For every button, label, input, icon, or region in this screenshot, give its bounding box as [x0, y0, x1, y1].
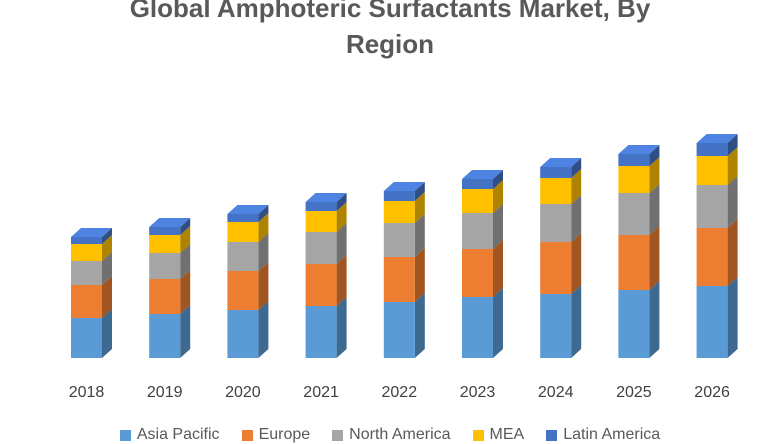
bar-segment-asia-pacific-2025	[618, 281, 660, 358]
bar-segment-latin-america-2018	[71, 228, 112, 244]
bar-segment-latin-america-2025	[618, 145, 660, 166]
bar-segment-europe-2024	[540, 233, 582, 294]
bar-stack-2018	[71, 228, 112, 358]
bar-segment-asia-pacific-2024	[540, 285, 582, 358]
bar-stack-2024	[540, 158, 582, 358]
bar-segment-mea-2018	[71, 235, 112, 261]
bar-segment-mea-2022	[383, 192, 425, 223]
bar-segment-europe-2018	[71, 276, 112, 318]
bar-segment-asia-pacific-2021	[305, 297, 347, 358]
bar-segment-north-america-2025	[618, 184, 660, 235]
bar-segment-mea-2021	[305, 202, 347, 232]
bar-stack-2021	[305, 193, 347, 358]
legend-swatch-north-america	[332, 429, 344, 441]
legend-label-asia-pacific: Asia Pacific	[136, 426, 220, 443]
bar-segment-asia-pacific-2018	[71, 309, 112, 358]
bar-segment-asia-pacific-2022	[383, 293, 425, 358]
bar-segment-asia-pacific-2020	[227, 301, 269, 358]
bar-segment-latin-america-2020	[227, 205, 269, 222]
legend-item-europe: Europe	[241, 426, 311, 444]
bar-segment-asia-pacific-2023	[462, 288, 503, 358]
bar-segment-latin-america-2019	[149, 218, 191, 235]
bar-segment-latin-america-2021	[305, 193, 347, 211]
bar-segment-europe-2022	[383, 248, 425, 302]
bar-segment-mea-2020	[227, 213, 269, 242]
legend-label-latin-america: Latin America	[563, 426, 661, 443]
bar-segment-asia-pacific-2026	[696, 277, 738, 358]
bar-segment-mea-2025	[618, 157, 660, 193]
bar-segment-north-america-2018	[71, 252, 112, 285]
bar-segment-europe-2023	[462, 240, 503, 297]
legend-item-north-america: North America	[332, 426, 451, 444]
legend-item-mea: MEA	[472, 426, 525, 444]
legend-swatch-asia-pacific	[119, 429, 131, 441]
x-tick-label-2025: 2025	[616, 384, 652, 401]
bar-segment-north-america-2022	[383, 214, 425, 257]
x-tick-label-2026: 2026	[694, 384, 730, 401]
bar-stack-2019	[149, 218, 191, 358]
x-tick-label-2021: 2021	[303, 384, 339, 401]
bar-stack-2023	[462, 170, 503, 358]
x-tick-label-2022: 2022	[382, 384, 418, 401]
bar-segment-latin-america-2022	[383, 182, 425, 201]
bar-stack-2026	[696, 134, 738, 358]
x-tick-label-2024: 2024	[538, 384, 574, 401]
chart-title: Global Amphoteric Surfactants Market, By…	[0, 0, 780, 62]
x-tick-label-2018: 2018	[69, 384, 105, 401]
bar-segment-north-america-2024	[540, 195, 582, 242]
legend-swatch-latin-america	[546, 429, 558, 441]
x-tick-label-2019: 2019	[147, 384, 183, 401]
bar-segment-north-america-2026	[696, 176, 738, 228]
bar-segment-europe-2019	[149, 270, 191, 314]
bar-segment-latin-america-2026	[696, 134, 738, 156]
bar-segment-north-america-2020	[227, 233, 269, 271]
bar-segment-mea-2023	[462, 180, 503, 213]
bar-segment-europe-2026	[696, 219, 738, 286]
legend-item-latin-america: Latin America	[546, 426, 660, 444]
bar-segment-north-america-2023	[462, 204, 503, 249]
legend-item-asia-pacific: Asia Pacific	[119, 426, 220, 444]
bar-segment-asia-pacific-2019	[149, 305, 191, 358]
bar-segment-mea-2024	[540, 169, 582, 204]
bar-segment-north-america-2019	[149, 244, 191, 279]
bar-stack-2025	[618, 145, 660, 358]
chart-title-line-2: Region	[345, 29, 435, 59]
bar-stack-2020	[227, 205, 269, 358]
bar-stack-2022	[383, 182, 425, 358]
bar-segment-europe-2025	[618, 226, 660, 290]
bar-segment-europe-2021	[305, 255, 347, 306]
legend-label-mea: MEA	[489, 426, 525, 443]
legend-swatch-mea	[472, 429, 484, 441]
chart-title-line-1: Global Amphoteric Surfactants Market, By	[129, 0, 651, 23]
bar-segment-latin-america-2023	[462, 170, 503, 189]
legend-label-north-america: North America	[349, 426, 451, 443]
x-tick-label-2023: 2023	[460, 384, 496, 401]
bar-segment-north-america-2021	[305, 223, 347, 264]
bar-segment-latin-america-2024	[540, 158, 582, 178]
x-axis-ticks: 2018 2019 2020 2021 2022 2023 2024 2025 2026	[69, 384, 730, 401]
bar-segment-europe-2020	[227, 262, 269, 310]
x-tick-label-2020: 2020	[225, 384, 261, 401]
legend-swatch-europe	[241, 429, 253, 441]
legend: Asia Pacific Europe North America MEA Latin …	[0, 426, 780, 444]
legend-label-europe: Europe	[258, 426, 311, 443]
bar-segment-mea-2026	[696, 147, 738, 185]
bars-layer	[71, 134, 738, 358]
